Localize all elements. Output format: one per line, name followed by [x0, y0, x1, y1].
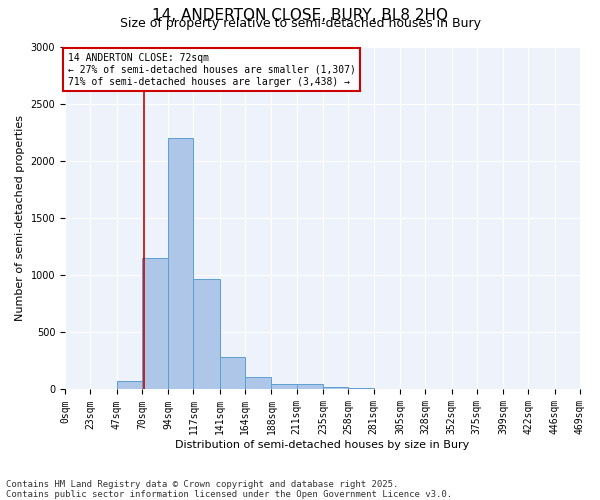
Bar: [271, 384, 297, 390]
Bar: [193, 278, 220, 390]
Bar: [245, 377, 271, 390]
Bar: [168, 138, 193, 390]
Bar: [349, 388, 374, 390]
Bar: [220, 358, 245, 390]
Text: 14, ANDERTON CLOSE, BURY, BL8 2HQ: 14, ANDERTON CLOSE, BURY, BL8 2HQ: [152, 8, 448, 22]
Bar: [323, 386, 349, 390]
Bar: [142, 258, 168, 390]
Text: Contains HM Land Registry data © Crown copyright and database right 2025.
Contai: Contains HM Land Registry data © Crown c…: [6, 480, 452, 499]
Bar: [297, 384, 323, 390]
X-axis label: Distribution of semi-detached houses by size in Bury: Distribution of semi-detached houses by …: [175, 440, 470, 450]
Text: 14 ANDERTON CLOSE: 72sqm
← 27% of semi-detached houses are smaller (1,307)
71% o: 14 ANDERTON CLOSE: 72sqm ← 27% of semi-d…: [68, 54, 355, 86]
Bar: [116, 382, 142, 390]
Y-axis label: Number of semi-detached properties: Number of semi-detached properties: [15, 115, 25, 321]
Text: Size of property relative to semi-detached houses in Bury: Size of property relative to semi-detach…: [119, 18, 481, 30]
